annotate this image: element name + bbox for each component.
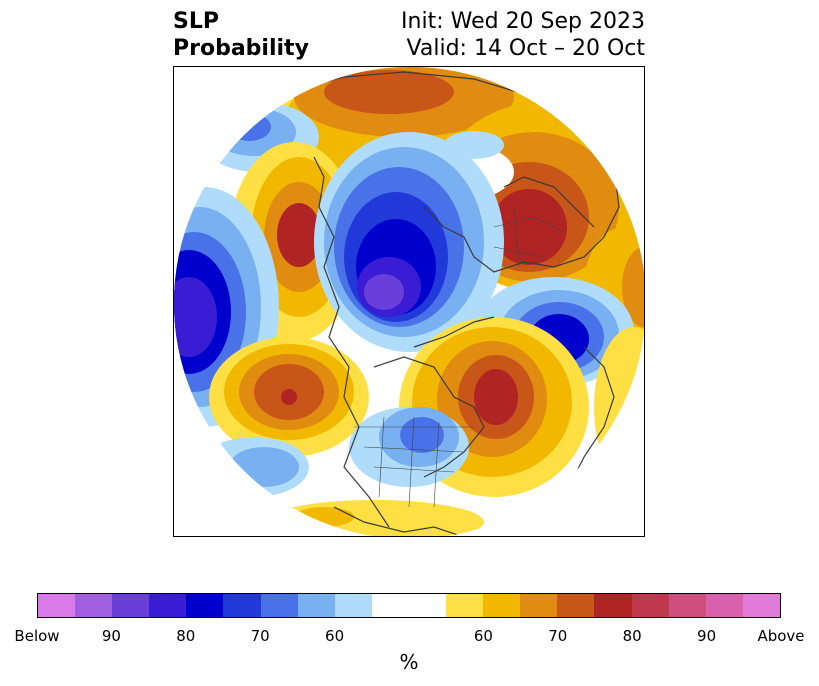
colorbar-swatch [446,594,484,617]
colorbar-swatch [371,594,409,617]
colorbar-tick-label: 80 [622,627,642,645]
colorbar-swatch [705,594,743,617]
colorbar-swatch [38,594,76,617]
colorbar-swatch [112,594,150,617]
colorbar-unit: % [399,650,419,674]
colorbar-tick-label: Below [14,627,60,645]
arctic-below-anomaly [314,132,504,352]
colorbar-swatch [742,594,780,617]
pacific-southwest-below-anomaly [199,437,309,497]
colorbar-swatch [520,594,558,617]
map-title: SLP Probability [173,8,309,62]
probability-colorbar [37,593,781,618]
colorbar-swatch [668,594,706,617]
colorbar-tick-label: Above [757,627,805,645]
colorbar-swatch [149,594,187,617]
colorbar-swatch [223,594,261,617]
colorbar-swatch [260,594,298,617]
colorbar-swatch [557,594,595,617]
init-date: Init: Wed 20 Sep 2023 [401,9,645,34]
colorbar-swatch [408,594,447,617]
colorbar-swatch [631,594,669,617]
borders [354,206,565,508]
probability-map [173,66,645,537]
map-canvas [174,67,644,536]
colorbar-tick-label: 90 [101,627,121,645]
valid-range: Valid: 14 Oct – 20 Oct [406,36,645,61]
title-line-1: SLP [173,9,219,34]
south-above-core [294,507,354,527]
coastlines [303,71,620,536]
colorbar-swatch [186,594,224,617]
title-line-2: Probability [173,36,309,61]
colorbar-tick-label: 70 [548,627,568,645]
colorbar-tick-label: 70 [250,627,270,645]
date-info: Init: Wed 20 Sep 2023 Valid: 14 Oct – 20… [401,8,645,62]
north-pacific-above-anomaly [209,337,369,457]
colorbar-tick-label: 60 [325,627,345,645]
colorbar-swatch [75,594,113,617]
colorbar-swatch [297,594,335,617]
colorbar-swatch [594,594,632,617]
colorbar-swatch [483,594,521,617]
colorbar-tick-label: 60 [473,627,493,645]
colorbar-swatch [334,594,372,617]
colorbar-tick-label: 90 [697,627,717,645]
colorbar-tick-label: 80 [176,627,196,645]
